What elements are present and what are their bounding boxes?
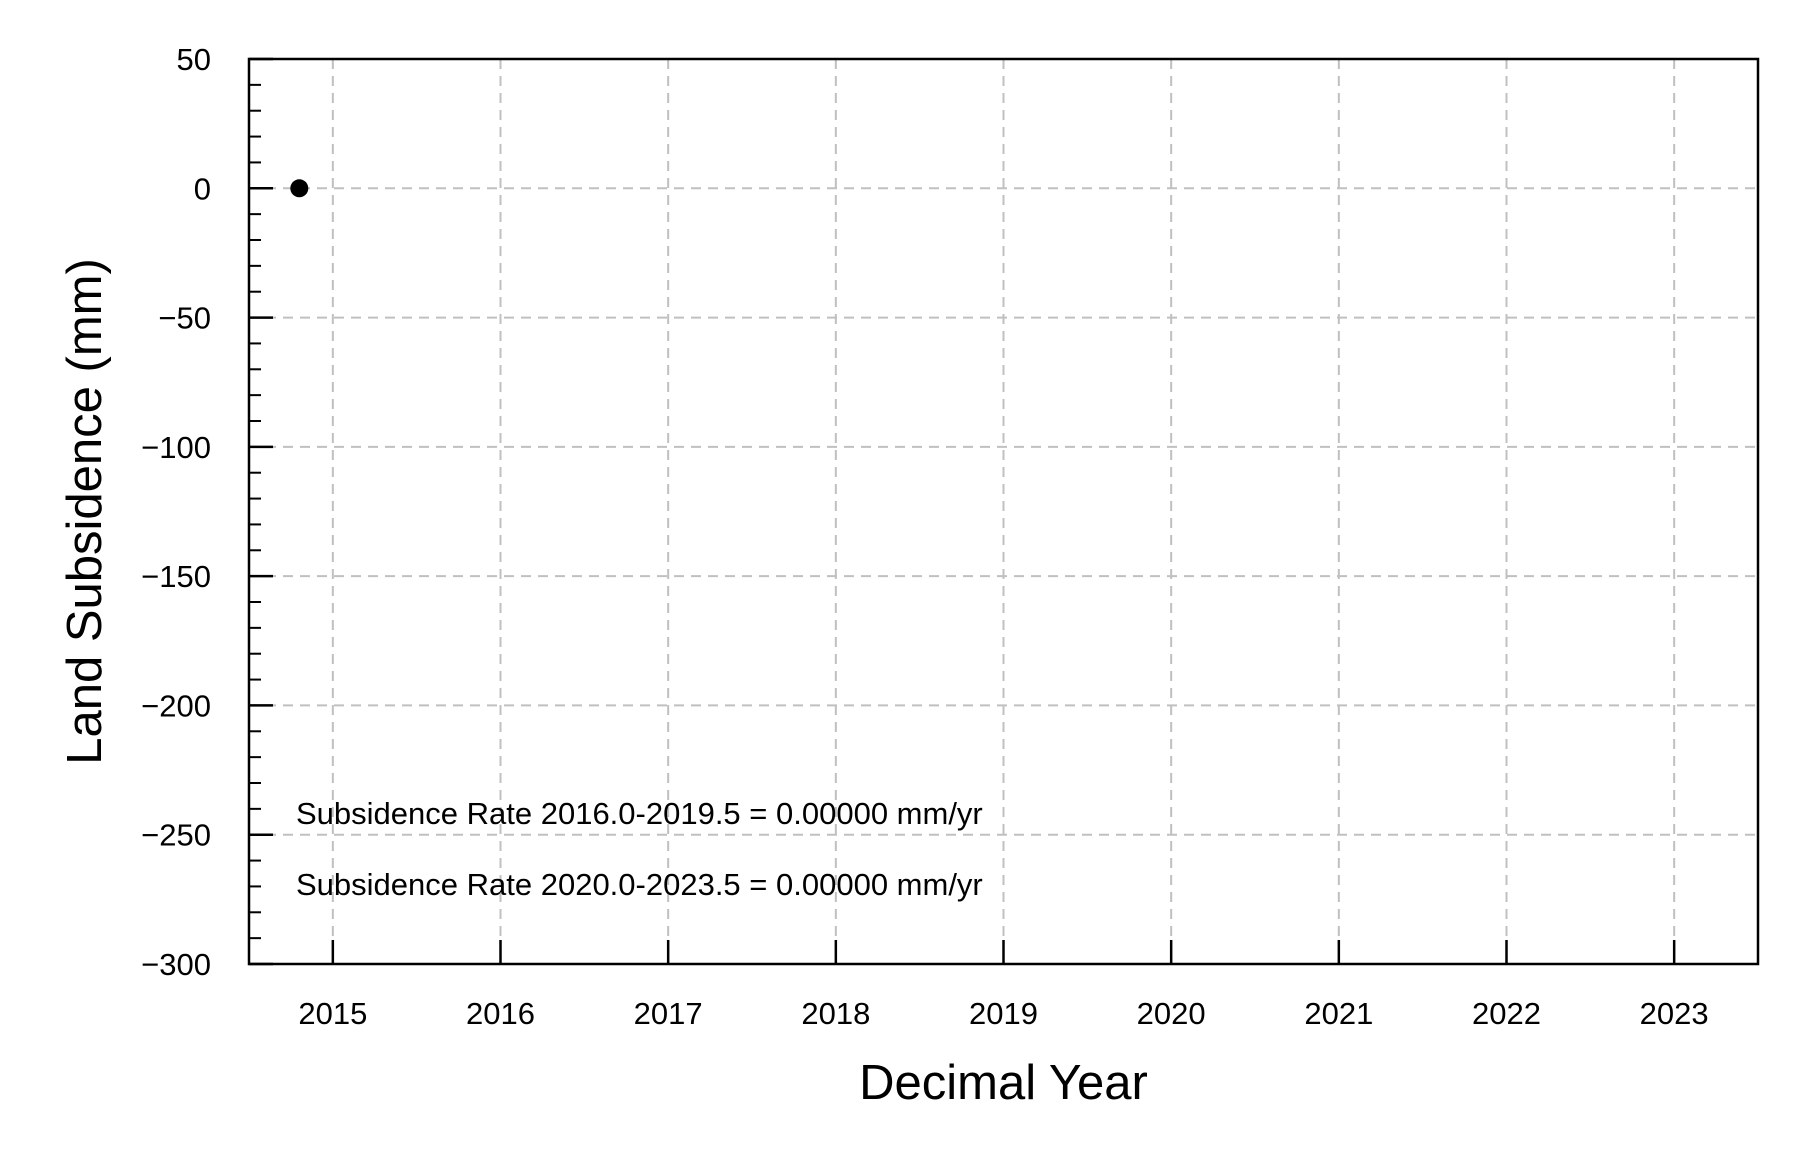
label-layer: 2015 2016 2017 2018 2019 2020 2021 2022 2023 50 0 −… <box>141 42 1708 1031</box>
y-tick-label: −100 <box>141 430 211 465</box>
y-tick-label: −50 <box>158 301 211 336</box>
data-point <box>290 179 309 198</box>
y-tick-label: −250 <box>141 818 211 853</box>
x-tick-label: 2018 <box>801 996 870 1031</box>
x-tick-label: 2016 <box>466 996 535 1031</box>
x-tick-label: 2020 <box>1137 996 1206 1031</box>
y-tick-label: 50 <box>177 42 211 77</box>
x-tick-label: 2023 <box>1640 996 1709 1031</box>
data-layer <box>290 179 309 198</box>
plot-frame <box>247 57 1760 966</box>
grid-layer <box>249 59 1758 964</box>
x-tick-label: 2017 <box>634 996 703 1031</box>
x-tick-label: 2019 <box>969 996 1038 1031</box>
annotation-layer: Subsidence Rate 2016.0-2019.5 = 0.00000 … <box>296 796 983 902</box>
rate-annotation: Subsidence Rate 2016.0-2019.5 = 0.00000 … <box>296 796 983 831</box>
y-tick-label: 0 <box>194 171 211 206</box>
y-tick-label: −200 <box>141 688 211 723</box>
x-axis-title: Decimal Year <box>859 1056 1148 1110</box>
y-axis-title: Land Subsidence (mm) <box>58 258 112 765</box>
y-tick-label: −300 <box>141 947 211 982</box>
x-tick-label: 2021 <box>1304 996 1373 1031</box>
rate-annotation: Subsidence Rate 2020.0-2023.5 = 0.00000 … <box>296 867 983 902</box>
x-tick-label: 2015 <box>298 996 367 1031</box>
tick-layer <box>249 57 1676 966</box>
y-tick-label: −150 <box>141 559 211 594</box>
x-tick-label: 2022 <box>1472 996 1541 1031</box>
